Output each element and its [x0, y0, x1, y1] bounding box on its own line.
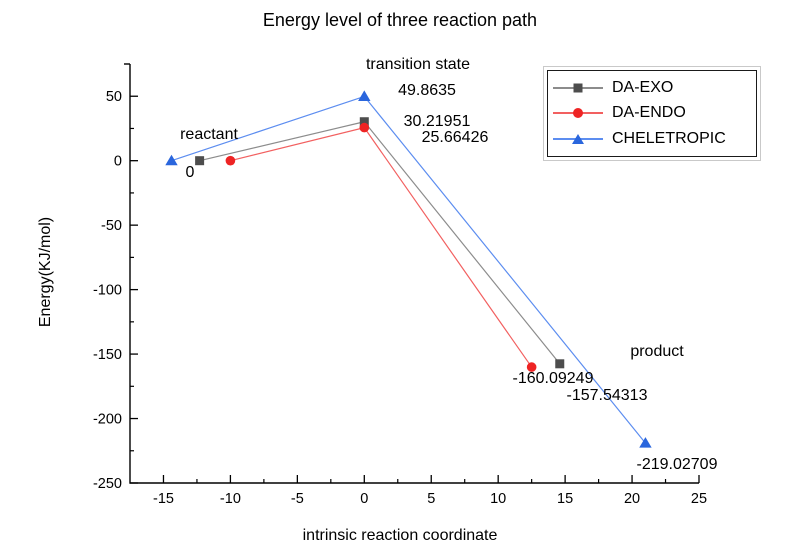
data-point-triangle — [165, 154, 178, 166]
legend-swatch — [553, 106, 603, 120]
legend-swatch — [553, 132, 603, 146]
x-tick-label: -10 — [220, 491, 241, 507]
data-point-triangle — [639, 437, 652, 448]
legend-item-cheletropic: CHELETROPIC — [548, 127, 756, 152]
series-line-da-exo — [199, 121, 561, 365]
annotation-30-21951: 30.21951 — [404, 113, 471, 130]
y-tick-label: -200 — [93, 412, 122, 428]
data-point-circle — [225, 155, 236, 166]
legend-label: CHELETROPIC — [612, 130, 726, 148]
x-tick-label: -5 — [291, 491, 304, 507]
y-axis-title: Energy(KJ/mol) — [37, 216, 54, 328]
data-point-triangle — [358, 90, 371, 102]
legend-item-da-exo: DA-EXO — [548, 75, 756, 100]
annotation-transition-state: transition state — [366, 56, 470, 73]
legend-swatch — [553, 81, 603, 95]
annotation--157-54313: -157.54313 — [567, 387, 648, 404]
data-point-square — [195, 156, 205, 166]
x-tick-label: 15 — [557, 491, 573, 507]
square-marker-icon — [573, 83, 583, 93]
y-tick-label: -150 — [93, 347, 122, 363]
annotation--160-09249: -160.09249 — [513, 370, 594, 387]
x-tick-label: 0 — [360, 491, 368, 507]
annotation-0: 0 — [186, 164, 195, 181]
data-point-square — [359, 117, 369, 127]
x-tick-label: 10 — [490, 491, 506, 507]
x-tick-label: 25 — [691, 491, 707, 507]
chart-title: Energy level of three reaction path — [262, 10, 538, 30]
annotation-49-8635: 49.8635 — [398, 82, 456, 99]
legend-item-da-endo: DA-ENDO — [548, 101, 756, 126]
annotation--219-02709: -219.02709 — [637, 456, 718, 473]
y-tick-label: -50 — [101, 218, 122, 234]
annotation-product: product — [630, 343, 684, 360]
x-tick-label: 5 — [427, 491, 435, 507]
y-tick-label: 50 — [106, 89, 122, 105]
y-tick-label: -100 — [93, 283, 122, 299]
circle-marker-icon — [573, 108, 583, 119]
triangle-marker-icon — [572, 134, 584, 145]
data-point-square — [555, 359, 565, 369]
y-tick-label: -250 — [93, 476, 122, 492]
x-tick-label: -15 — [153, 491, 174, 507]
y-tick-label: 0 — [114, 154, 122, 170]
annotation-reactant: reactant — [180, 126, 238, 143]
legend-label: DA-EXO — [612, 78, 674, 96]
data-point-circle — [526, 362, 537, 372]
legend-label: DA-ENDO — [612, 104, 686, 122]
legend: DA-EXO DA-ENDO CHELETROPIC — [543, 66, 761, 161]
x-tick-label: 20 — [624, 491, 640, 507]
annotation-25-66426: 25.66426 — [422, 129, 489, 146]
data-point-circle — [359, 122, 370, 133]
x-axis-title: intrinsic reaction coordinate — [302, 527, 498, 544]
